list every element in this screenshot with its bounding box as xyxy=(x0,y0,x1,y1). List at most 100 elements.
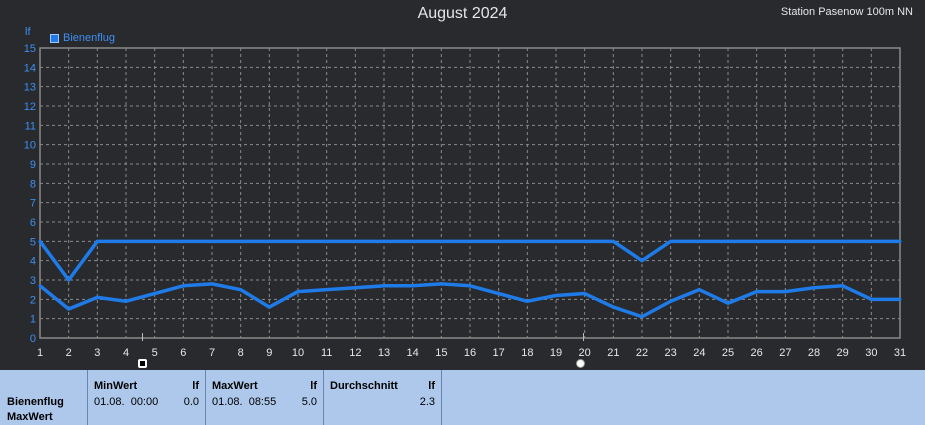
x-tick-label: 31 xyxy=(894,347,906,359)
series-point-max xyxy=(755,239,759,243)
y-tick-label: 9 xyxy=(30,159,36,171)
stats-row-header: Bienenflug MaxWert xyxy=(0,370,88,425)
station-label: Station Pasenow 100m NN xyxy=(780,6,913,18)
series-point-mean xyxy=(841,284,845,288)
x-tick-label: 4 xyxy=(123,347,129,359)
series-point-mean xyxy=(95,295,99,299)
series-point-mean xyxy=(67,307,71,311)
stats-series-name: Bienenflug xyxy=(7,396,64,408)
series-point-mean xyxy=(554,293,558,297)
series-point-max xyxy=(210,239,214,243)
full-moon-icon xyxy=(576,359,585,368)
series-point-max xyxy=(181,239,185,243)
series-point-max xyxy=(497,239,501,243)
x-tick-label: 5 xyxy=(152,347,158,359)
stats-avg-column: Durchschnitt lf 2.3 xyxy=(324,370,442,425)
x-tick-label: 16 xyxy=(464,347,476,359)
series-point-max xyxy=(583,239,587,243)
series-point-max xyxy=(554,239,558,243)
y-tick-label: 13 xyxy=(24,82,36,94)
series-point-max xyxy=(239,239,243,243)
x-tick-label: 3 xyxy=(94,347,100,359)
x-tick-label: 29 xyxy=(837,347,849,359)
series-point-max xyxy=(697,239,701,243)
plot-frame xyxy=(39,47,901,339)
min-unit: lf xyxy=(192,380,199,392)
series-point-max xyxy=(153,239,157,243)
y-axis-unit: lf xyxy=(25,26,31,38)
series-point-max xyxy=(411,239,415,243)
x-tick-label: 27 xyxy=(779,347,791,359)
legend[interactable]: Bienenflug xyxy=(50,32,115,44)
x-tick-label: 22 xyxy=(636,347,648,359)
stats-panel: Bienenflug MaxWert MinWert lf 01.08. 00:… xyxy=(0,370,925,425)
series-point-max xyxy=(525,239,529,243)
series-point-max xyxy=(640,259,644,263)
min-value: 0.0 xyxy=(183,396,199,408)
series-point-mean xyxy=(726,301,730,305)
y-tick-label: 7 xyxy=(30,198,36,210)
y-tick-label: 12 xyxy=(24,101,36,113)
series-point-mean xyxy=(755,290,759,294)
max-value: 5.0 xyxy=(301,396,317,408)
series-point-mean xyxy=(296,290,300,294)
series-point-max xyxy=(382,239,386,243)
stats-min-column: MinWert lf 01.08. 00:00 0.0 xyxy=(88,370,206,425)
avg-value: 2.3 xyxy=(419,396,435,408)
series-point-max xyxy=(841,239,845,243)
x-tick-label: 28 xyxy=(808,347,820,359)
x-tick-label: 18 xyxy=(521,347,533,359)
y-tick-label: 2 xyxy=(30,294,36,306)
series-point-max xyxy=(67,278,71,282)
series-point-mean xyxy=(411,284,415,288)
chart-title: August 2024 xyxy=(417,5,508,22)
series-point-max xyxy=(468,239,472,243)
series-point-mean xyxy=(353,286,357,290)
max-date: 01.08. 08:55 xyxy=(212,396,277,408)
chart-area: 0 1 2 3 4 5 6 7 8 9 10 11 12 13 14 15 1 2 3 4 5 6 7 8 9 10 11 12 13 1… xyxy=(23,5,913,368)
x-tick-label: 23 xyxy=(665,347,677,359)
series-point-max xyxy=(812,239,816,243)
series-point-mean xyxy=(38,284,42,288)
series-point-mean xyxy=(124,299,128,303)
series-point-mean xyxy=(783,290,787,294)
series-point-max xyxy=(869,239,873,243)
y-tick-label: 5 xyxy=(30,236,36,248)
y-tick-label: 3 xyxy=(30,275,36,287)
max-header: MaxWert xyxy=(212,380,258,392)
legend-swatch xyxy=(50,33,59,43)
series-point-mean xyxy=(382,284,386,288)
series-point-max xyxy=(783,239,787,243)
x-tick-label: 20 xyxy=(579,347,591,359)
x-tick-label: 2 xyxy=(66,347,72,359)
x-tick-label: 6 xyxy=(180,347,186,359)
x-tick-label: 7 xyxy=(209,347,215,359)
series-point-mean xyxy=(525,299,529,303)
x-tick-label: 13 xyxy=(378,347,390,359)
x-tick-label: 19 xyxy=(550,347,562,359)
y-tick-label: 10 xyxy=(24,140,36,152)
series-point-max xyxy=(325,239,329,243)
avg-unit: lf xyxy=(428,380,435,392)
x-tick-label: 25 xyxy=(722,347,734,359)
stats-max-column: MaxWert lf 01.08. 08:55 5.0 xyxy=(206,370,324,425)
legend-label: Bienenflug xyxy=(63,32,115,44)
series-point-mean xyxy=(325,288,329,292)
y-tick-label: 11 xyxy=(25,120,36,132)
series-point-mean xyxy=(898,297,902,301)
x-tick-label: 26 xyxy=(751,347,763,359)
series-point-max xyxy=(439,239,443,243)
min-header: MinWert xyxy=(94,380,138,392)
series-point-mean xyxy=(669,299,673,303)
x-tick-label: 30 xyxy=(865,347,877,359)
moon-marker-tick xyxy=(142,333,143,341)
x-tick-label: 15 xyxy=(435,347,447,359)
x-tick-label: 1 xyxy=(37,347,43,359)
stats-series-type: MaxWert xyxy=(7,411,53,423)
series-point-max xyxy=(124,239,128,243)
y-tick-label: 6 xyxy=(30,217,36,229)
series-point-max xyxy=(611,239,615,243)
y-tick-label: 1 xyxy=(30,314,36,326)
y-tick-label: 15 xyxy=(24,43,36,55)
